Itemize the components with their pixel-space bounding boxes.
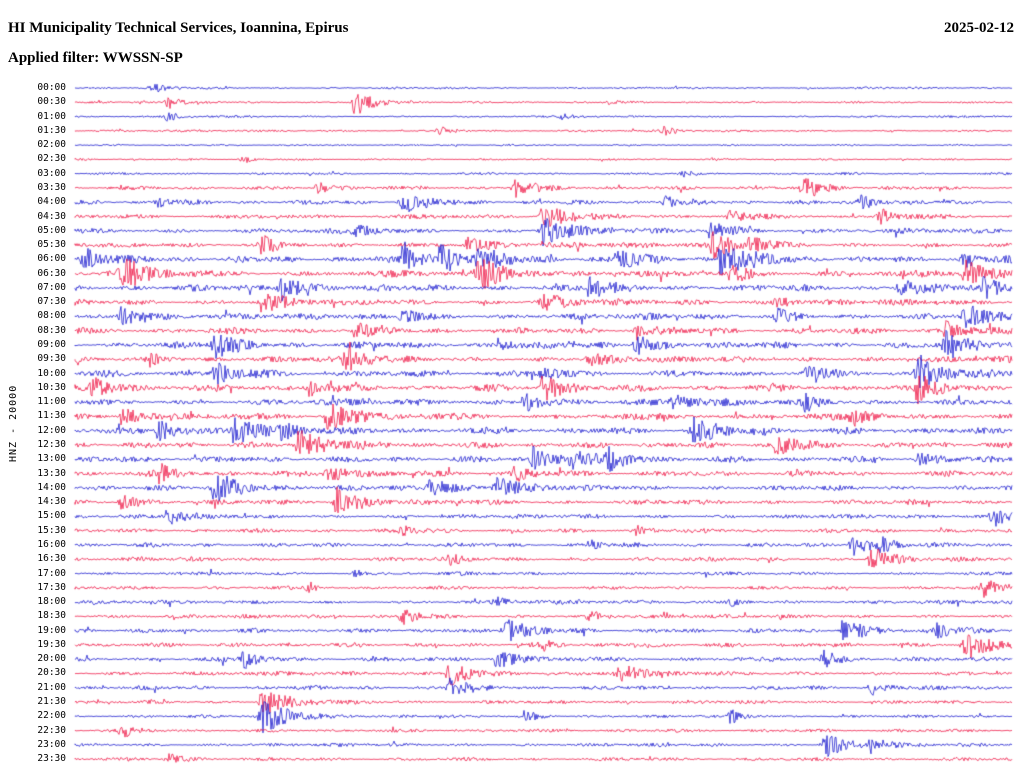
seismogram-traces xyxy=(0,0,1024,780)
helicorder-page: HI Municipality Technical Services, Ioan… xyxy=(0,0,1024,780)
